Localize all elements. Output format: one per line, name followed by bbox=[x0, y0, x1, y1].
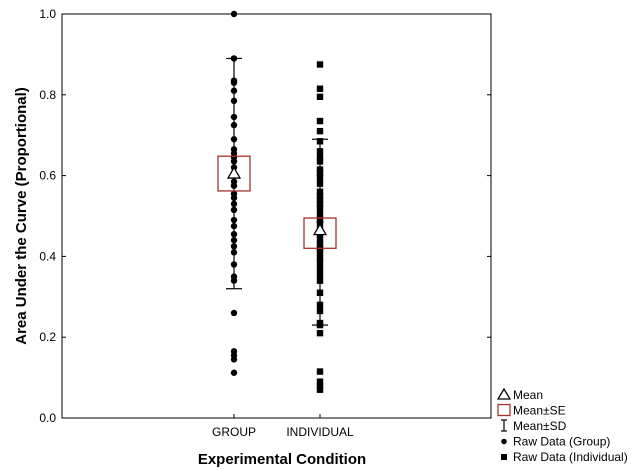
raw-point-individual bbox=[316, 237, 324, 244]
legend-mean-symbol bbox=[496, 387, 512, 400]
y-tick-label: 1.0 bbox=[39, 7, 56, 21]
y-tick-label: 0.6 bbox=[39, 169, 56, 183]
raw-point-group bbox=[230, 121, 238, 129]
raw-point-individual bbox=[316, 271, 324, 278]
raw-point-individual bbox=[316, 382, 324, 389]
legend-label: Raw Data (Group) bbox=[513, 435, 610, 449]
legend-circle-symbol bbox=[501, 438, 507, 445]
raw-point-group bbox=[230, 182, 238, 189]
raw-point-individual bbox=[316, 200, 324, 208]
raw-point-individual bbox=[316, 259, 324, 266]
raw-point-individual bbox=[316, 255, 324, 262]
plot-area-frame bbox=[61, 13, 492, 419]
raw-point-individual bbox=[316, 321, 324, 329]
raw-point-individual bbox=[316, 210, 324, 218]
x-axis-ticks: GROUP INDIVIDUAL bbox=[212, 414, 354, 439]
raw-point-individual bbox=[316, 241, 324, 248]
mean-marker-individual bbox=[312, 222, 328, 236]
raw-point-individual bbox=[316, 216, 324, 224]
x-tick-label-individual: INDIVIDUAL bbox=[286, 425, 354, 439]
y-tick-label: 0.2 bbox=[39, 330, 56, 344]
raw-point-group bbox=[230, 222, 238, 230]
se-box-individual bbox=[303, 217, 337, 249]
raw-point-individual bbox=[316, 158, 324, 165]
raw-point-group bbox=[230, 194, 238, 202]
raw-point-individual bbox=[316, 307, 324, 315]
y-axis-title: Area Under the Curve (Proportional) bbox=[13, 87, 30, 345]
y-axis-ticks: 0.0 0.2 0.4 0.6 0.8 1.0 bbox=[39, 7, 491, 425]
raw-point-individual bbox=[316, 301, 324, 309]
raw-point-individual bbox=[316, 277, 324, 284]
raw-point-individual bbox=[316, 329, 324, 337]
raw-point-group bbox=[230, 200, 238, 208]
raw-point-individual bbox=[316, 188, 324, 195]
raw-point-individual bbox=[316, 204, 324, 212]
y-tick-label: 0.0 bbox=[39, 411, 56, 425]
mean-marker-group bbox=[226, 166, 242, 179]
raw-point-group bbox=[230, 261, 238, 268]
raw-point-group bbox=[230, 55, 238, 62]
raw-point-individual bbox=[316, 289, 324, 296]
y-tick-label: 0.4 bbox=[39, 249, 56, 263]
chart-marks bbox=[217, 10, 337, 393]
legend-label: Raw Data (Individual) bbox=[513, 450, 628, 464]
raw-point-individual bbox=[316, 61, 324, 68]
y-tick-label: 0.8 bbox=[39, 88, 56, 102]
raw-point-individual bbox=[316, 368, 324, 375]
raw-point-group bbox=[230, 356, 238, 363]
raw-point-individual bbox=[316, 192, 324, 199]
raw-point-individual bbox=[316, 196, 324, 204]
raw-point-group bbox=[230, 230, 238, 238]
raw-point-individual bbox=[316, 93, 324, 101]
legend-label: Mean±SD bbox=[513, 419, 567, 433]
se-box-group bbox=[217, 155, 251, 192]
raw-point-individual bbox=[316, 249, 324, 256]
raw-point-group bbox=[230, 309, 238, 317]
raw-point-individual bbox=[316, 265, 324, 272]
raw-point-group bbox=[230, 136, 238, 143]
raw-point-individual bbox=[316, 170, 324, 177]
raw-point-individual bbox=[316, 154, 324, 161]
x-tick-label-group: GROUP bbox=[212, 425, 256, 439]
legend-label: Mean bbox=[513, 388, 543, 402]
legend-se-symbol bbox=[497, 403, 511, 417]
raw-point-group bbox=[230, 243, 238, 250]
raw-point-individual bbox=[316, 148, 324, 155]
raw-point-group bbox=[230, 113, 238, 121]
raw-point-individual bbox=[316, 85, 324, 92]
legend-square-symbol bbox=[501, 454, 507, 460]
raw-point-group bbox=[230, 369, 238, 376]
legend-label: Mean±SE bbox=[513, 404, 566, 418]
raw-point-individual bbox=[316, 378, 324, 385]
raw-point-individual bbox=[316, 127, 324, 135]
raw-point-group bbox=[230, 237, 238, 244]
raw-point-group bbox=[230, 79, 238, 86]
raw-point-group bbox=[230, 97, 238, 105]
raw-point-group bbox=[230, 249, 238, 256]
raw-point-individual bbox=[316, 180, 324, 187]
raw-point-group bbox=[230, 216, 238, 224]
raw-point-group bbox=[230, 158, 238, 165]
x-axis-title: Experimental Condition bbox=[198, 451, 366, 468]
raw-point-group bbox=[230, 87, 238, 94]
raw-point-individual bbox=[316, 166, 324, 173]
raw-point-group bbox=[230, 206, 238, 214]
raw-point-group bbox=[230, 10, 238, 18]
raw-point-group bbox=[230, 277, 238, 284]
raw-point-individual bbox=[316, 117, 324, 125]
raw-point-individual bbox=[316, 174, 324, 181]
raw-point-individual bbox=[316, 386, 324, 393]
raw-point-individual bbox=[316, 138, 324, 145]
